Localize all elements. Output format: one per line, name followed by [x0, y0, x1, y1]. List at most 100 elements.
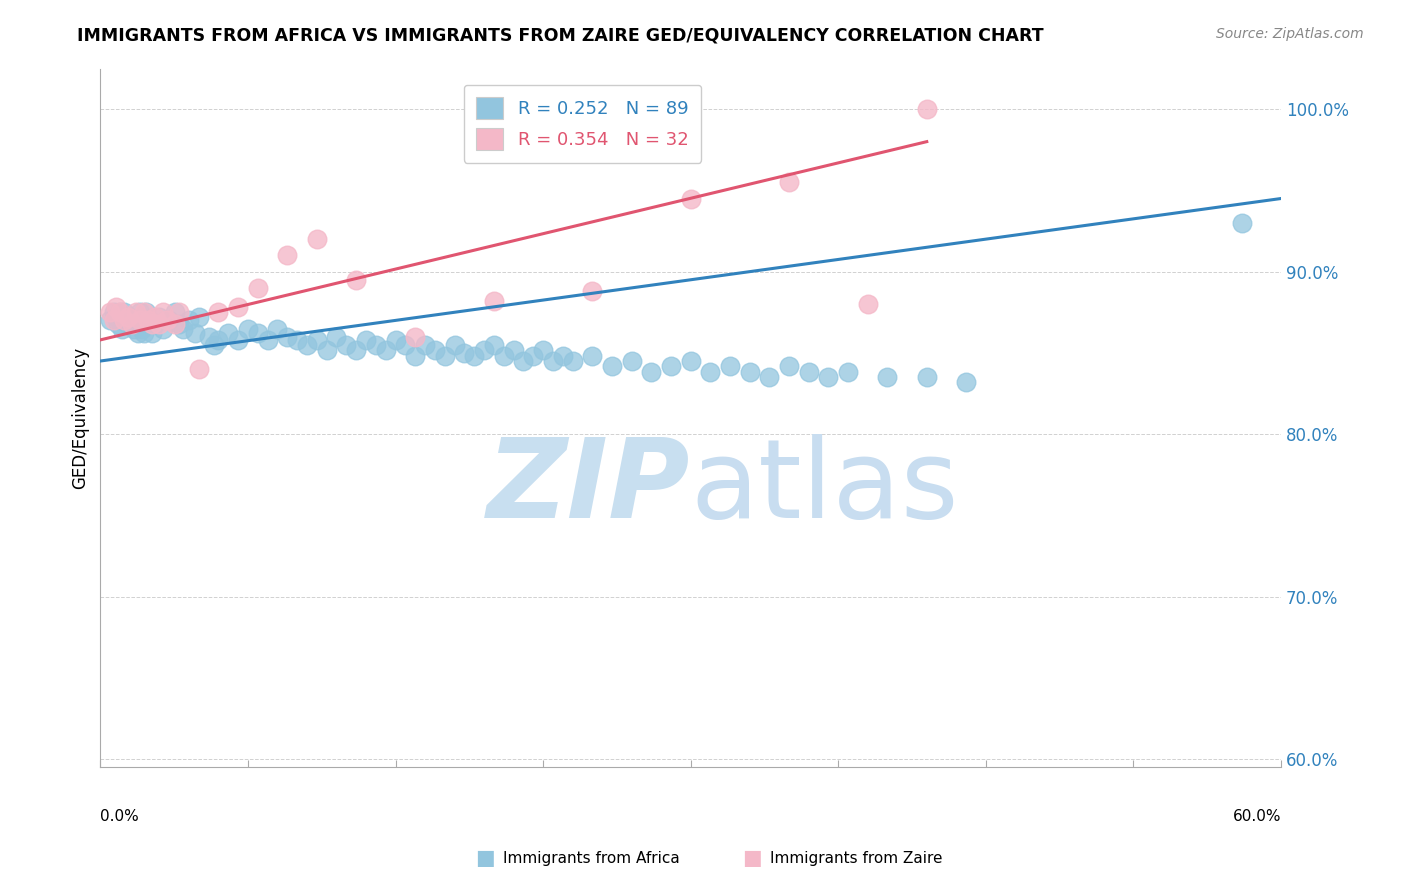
- Point: [778, 359, 800, 373]
- Point: [276, 329, 298, 343]
- Point: [482, 293, 505, 308]
- Point: [374, 343, 396, 357]
- Point: [817, 370, 839, 384]
- Point: [581, 349, 603, 363]
- Point: [738, 365, 761, 379]
- Legend: R = 0.252   N = 89, R = 0.354   N = 32: R = 0.252 N = 89, R = 0.354 N = 32: [464, 85, 702, 163]
- Point: [443, 338, 465, 352]
- Point: [187, 310, 209, 325]
- Point: [295, 338, 318, 352]
- Point: [531, 343, 554, 357]
- Point: [837, 365, 859, 379]
- Point: [152, 321, 174, 335]
- Point: [305, 232, 328, 246]
- Point: [167, 317, 190, 331]
- Point: [699, 365, 721, 379]
- Point: [135, 305, 157, 319]
- Point: [315, 343, 337, 357]
- Text: Immigrants from Zaire: Immigrants from Zaire: [770, 851, 943, 865]
- Point: [256, 333, 278, 347]
- Point: [492, 349, 515, 363]
- Point: [118, 310, 141, 325]
- Point: [187, 362, 209, 376]
- Point: [276, 248, 298, 262]
- Point: [404, 329, 426, 343]
- Point: [482, 338, 505, 352]
- Point: [111, 321, 134, 335]
- Point: [797, 365, 820, 379]
- Point: [107, 317, 129, 331]
- Point: [103, 313, 125, 327]
- Point: [344, 273, 367, 287]
- Point: [165, 305, 187, 319]
- Point: [197, 329, 219, 343]
- Point: [115, 310, 138, 325]
- Text: Immigrants from Africa: Immigrants from Africa: [503, 851, 681, 865]
- Point: [502, 343, 524, 357]
- Text: ■: ■: [475, 848, 495, 868]
- Point: [266, 321, 288, 335]
- Point: [620, 354, 643, 368]
- Point: [108, 305, 131, 319]
- Point: [512, 354, 534, 368]
- Point: [138, 313, 160, 327]
- Point: [136, 313, 159, 327]
- Point: [132, 305, 155, 319]
- Point: [551, 349, 574, 363]
- Point: [177, 313, 200, 327]
- Point: [335, 338, 357, 352]
- Point: [184, 326, 207, 341]
- Point: [561, 354, 583, 368]
- Point: [131, 321, 153, 335]
- Point: [758, 370, 780, 384]
- Point: [305, 333, 328, 347]
- Point: [778, 175, 800, 189]
- Point: [856, 297, 879, 311]
- Point: [207, 305, 229, 319]
- Point: [718, 359, 741, 373]
- Point: [384, 333, 406, 347]
- Text: 60.0%: 60.0%: [1233, 809, 1281, 824]
- Point: [344, 343, 367, 357]
- Point: [453, 346, 475, 360]
- Point: [679, 354, 702, 368]
- Point: [226, 333, 249, 347]
- Point: [433, 349, 456, 363]
- Point: [915, 370, 938, 384]
- Point: [148, 317, 170, 331]
- Text: ZIP: ZIP: [486, 434, 690, 541]
- Point: [876, 370, 898, 384]
- Point: [125, 305, 148, 319]
- Point: [98, 305, 121, 319]
- Point: [354, 333, 377, 347]
- Point: [394, 338, 416, 352]
- Point: [117, 317, 139, 331]
- Point: [413, 338, 436, 352]
- Text: Source: ZipAtlas.com: Source: ZipAtlas.com: [1216, 27, 1364, 41]
- Point: [156, 313, 179, 327]
- Point: [246, 326, 269, 341]
- Point: [285, 333, 308, 347]
- Point: [122, 321, 145, 335]
- Point: [132, 326, 155, 341]
- Point: [152, 305, 174, 319]
- Point: [108, 305, 131, 319]
- Point: [541, 354, 564, 368]
- Point: [1230, 216, 1253, 230]
- Point: [127, 326, 149, 341]
- Point: [157, 313, 180, 327]
- Point: [364, 338, 387, 352]
- Point: [217, 326, 239, 341]
- Point: [463, 349, 485, 363]
- Point: [98, 313, 121, 327]
- Point: [117, 310, 139, 325]
- Point: [112, 313, 135, 327]
- Point: [325, 329, 347, 343]
- Text: atlas: atlas: [690, 434, 959, 541]
- Point: [121, 317, 143, 331]
- Point: [522, 349, 544, 363]
- Point: [640, 365, 662, 379]
- Point: [226, 301, 249, 315]
- Y-axis label: GED/Equivalency: GED/Equivalency: [72, 347, 89, 489]
- Point: [141, 326, 163, 341]
